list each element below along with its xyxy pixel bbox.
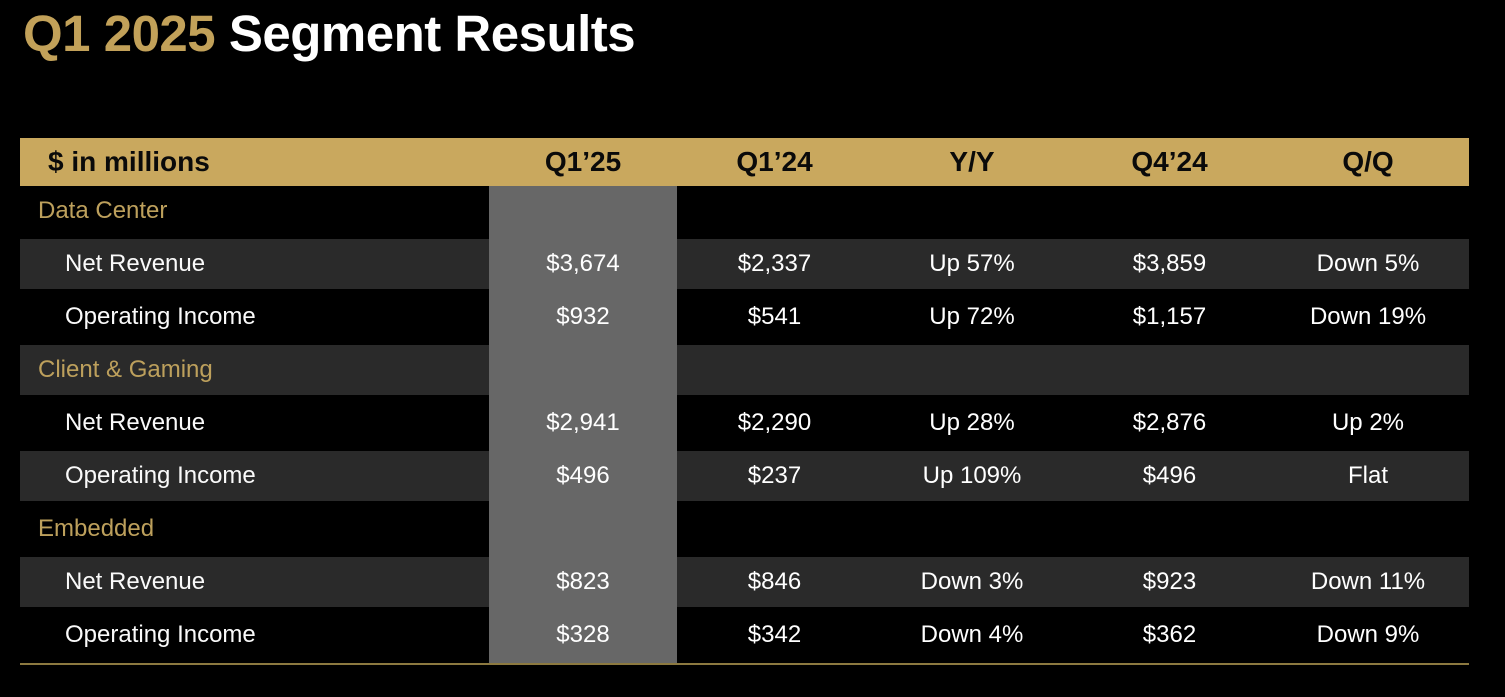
- section-label: Data Center: [38, 197, 168, 224]
- title-text: Segment Results: [215, 5, 636, 62]
- section-row-embedded: Embedded: [20, 504, 1469, 554]
- value-q4-24: $923: [1072, 557, 1267, 607]
- value-q4-24: $362: [1142, 621, 1197, 648]
- col-header-q4-24: Q4’24: [1131, 146, 1208, 177]
- table-row: Net Revenue $823 $846 Down 3% $923 Down …: [20, 557, 1469, 607]
- title-quarter: Q1 2025: [23, 5, 216, 62]
- value-qoq: Down 5%: [1267, 239, 1469, 289]
- value-q1-24: $342: [747, 621, 802, 648]
- value-q1-25: $328: [556, 621, 610, 648]
- value-q1-25: $932: [556, 303, 610, 330]
- value-yoy: Up 72%: [929, 303, 1015, 330]
- page-title: Q1 2025 Segment Results: [23, 4, 636, 63]
- col-header-yoy: Y/Y: [949, 146, 995, 177]
- value-qoq: Down 19%: [1309, 303, 1427, 330]
- section-row-client-gaming: Client & Gaming: [20, 345, 1469, 395]
- value-q1-25: $3,674: [546, 250, 620, 277]
- table-row: Operating Income $328 $342 Down 4% $362 …: [20, 610, 1469, 660]
- col-header-q1-25: Q1’25: [544, 146, 622, 177]
- segment-results-table: $ in millions Q1’25 Q1’24 Y/Y Q4’24 Q/Q …: [20, 138, 1469, 665]
- value-q1-24: $846: [677, 557, 872, 607]
- value-yoy: Up 28%: [929, 409, 1015, 436]
- row-label: Operating Income: [65, 621, 256, 648]
- value-q1-24: $541: [747, 303, 802, 330]
- row-label: Operating Income: [65, 303, 256, 330]
- value-q1-24: $2,290: [737, 409, 812, 436]
- value-q1-25: $496: [556, 462, 610, 489]
- value-q1-25: $823: [556, 568, 610, 595]
- value-qoq: Down 11%: [1267, 557, 1469, 607]
- table-row: Operating Income $932 $541 Up 72% $1,157…: [20, 292, 1469, 342]
- value-qoq: Flat: [1267, 451, 1469, 501]
- value-q1-24: $2,337: [677, 239, 872, 289]
- value-yoy: Down 4%: [920, 621, 1024, 648]
- row-label: Operating Income: [20, 451, 489, 501]
- value-q4-24: $496: [1072, 451, 1267, 501]
- value-yoy: Up 109%: [872, 451, 1072, 501]
- table-row: Net Revenue $2,941 $2,290 Up 28% $2,876 …: [20, 398, 1469, 448]
- value-q4-24: $1,157: [1132, 303, 1207, 330]
- value-q1-24: $237: [677, 451, 872, 501]
- section-row-data-center: Data Center: [20, 186, 1469, 236]
- row-label: Net Revenue: [20, 239, 489, 289]
- value-q4-24: $3,859: [1072, 239, 1267, 289]
- table-row: Net Revenue $3,674 $2,337 Up 57% $3,859 …: [20, 239, 1469, 289]
- value-qoq: Down 9%: [1316, 621, 1420, 648]
- section-label: Embedded: [38, 515, 155, 542]
- table-header-row: $ in millions Q1’25 Q1’24 Y/Y Q4’24 Q/Q: [20, 138, 1469, 186]
- col-header-qoq: Q/Q: [1342, 146, 1394, 177]
- row-label: Net Revenue: [20, 557, 489, 607]
- section-label: Client & Gaming: [20, 345, 489, 395]
- col-header-units: $ in millions: [48, 146, 210, 177]
- table-bottom-rule: [20, 663, 1469, 665]
- value-qoq: Up 2%: [1331, 409, 1405, 436]
- row-label: Net Revenue: [65, 409, 206, 436]
- value-yoy: Up 57%: [872, 239, 1072, 289]
- q125-column-highlight-band: [489, 186, 677, 663]
- table-row: Operating Income $496 $237 Up 109% $496 …: [20, 451, 1469, 501]
- value-yoy: Down 3%: [872, 557, 1072, 607]
- value-q4-24: $2,876: [1132, 409, 1207, 436]
- col-header-q1-24: Q1’24: [736, 146, 813, 177]
- value-q1-25: $2,941: [546, 409, 620, 436]
